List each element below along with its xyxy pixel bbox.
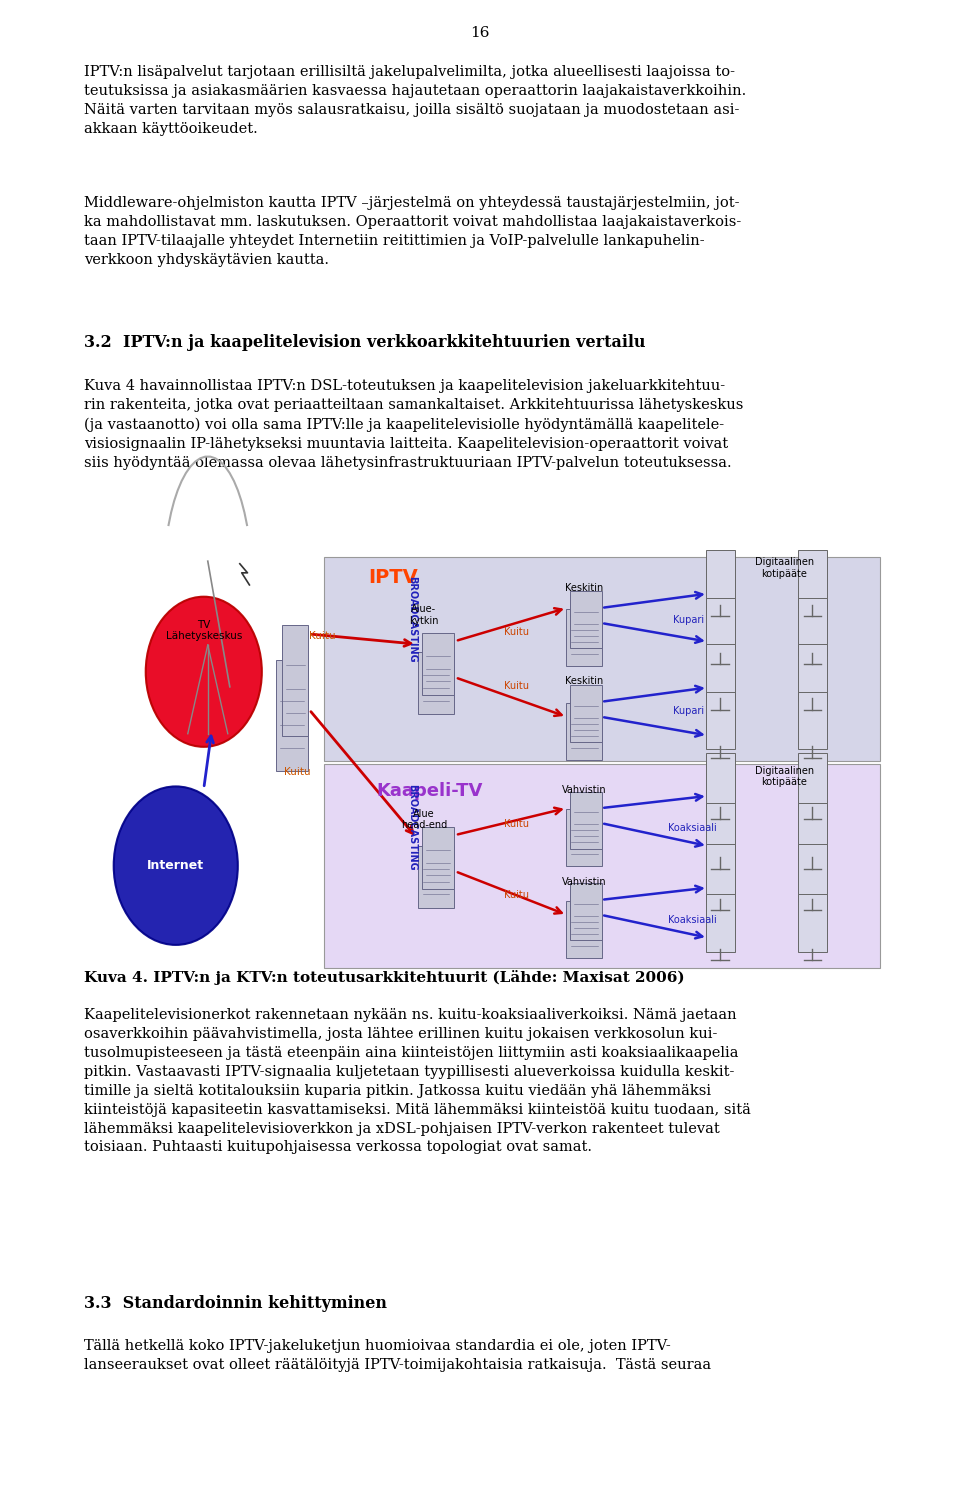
FancyBboxPatch shape xyxy=(798,752,827,810)
FancyBboxPatch shape xyxy=(798,895,827,952)
FancyBboxPatch shape xyxy=(706,550,734,607)
FancyBboxPatch shape xyxy=(324,558,880,762)
FancyBboxPatch shape xyxy=(798,692,827,749)
FancyBboxPatch shape xyxy=(706,692,734,749)
Text: IPTV: IPTV xyxy=(368,568,418,586)
FancyBboxPatch shape xyxy=(419,653,454,713)
FancyBboxPatch shape xyxy=(566,810,602,866)
FancyBboxPatch shape xyxy=(569,792,602,849)
Text: BROADCASTING: BROADCASTING xyxy=(407,576,417,662)
Text: Kuva 4 havainnollistaa IPTV:n DSL-toteutuksen ja kaapelitelevision jakeluarkkite: Kuva 4 havainnollistaa IPTV:n DSL-toteut… xyxy=(84,379,744,470)
Text: Tällä hetkellä koko IPTV-jakeluketjun huomioivaa standardia ei ole, joten IPTV-
: Tällä hetkellä koko IPTV-jakeluketjun hu… xyxy=(84,1339,711,1372)
Text: Kuva 4. IPTV:n ja KTV:n toteutusarkkitehtuurit (Lähde: Maxisat 2006): Kuva 4. IPTV:n ja KTV:n toteutusarkkiteh… xyxy=(84,970,685,985)
Text: Alue-
kytkin: Alue- kytkin xyxy=(409,604,439,626)
Text: Koaksiaali: Koaksiaali xyxy=(668,823,716,833)
Text: Kuitu: Kuitu xyxy=(309,632,335,641)
Text: Kupari: Kupari xyxy=(673,615,704,624)
Text: Alue
head-end: Alue head-end xyxy=(401,808,447,830)
Text: 3.3  Standardoinnin kehittyminen: 3.3 Standardoinnin kehittyminen xyxy=(84,1295,388,1312)
Text: BROADCASTING: BROADCASTING xyxy=(407,784,417,870)
FancyBboxPatch shape xyxy=(276,660,308,772)
FancyBboxPatch shape xyxy=(569,591,602,648)
Text: TV
Lähetyskeskus: TV Lähetyskeskus xyxy=(165,620,242,641)
Text: Digitaalinen
kotipääte: Digitaalinen kotipääte xyxy=(755,766,814,787)
FancyBboxPatch shape xyxy=(421,633,454,695)
FancyBboxPatch shape xyxy=(798,802,827,860)
FancyBboxPatch shape xyxy=(798,550,827,607)
FancyBboxPatch shape xyxy=(324,763,880,969)
FancyBboxPatch shape xyxy=(569,684,602,742)
FancyBboxPatch shape xyxy=(798,644,827,701)
Ellipse shape xyxy=(146,597,262,746)
Text: IPTV:n lisäpalvelut tarjotaan erillisiltä jakelupalvelimilta, jotka alueellisest: IPTV:n lisäpalvelut tarjotaan erillisilt… xyxy=(84,65,747,136)
FancyBboxPatch shape xyxy=(798,845,827,902)
Text: Vahvistin: Vahvistin xyxy=(562,784,607,795)
Text: 3.2  IPTV:n ja kaapelitelevision verkkoarkkitehtuurien vertailu: 3.2 IPTV:n ja kaapelitelevision verkkoar… xyxy=(84,334,646,351)
Text: Kaapeli-TV: Kaapeli-TV xyxy=(376,783,482,801)
Text: 16: 16 xyxy=(470,26,490,39)
FancyBboxPatch shape xyxy=(566,609,602,666)
Text: Koaksiaali: Koaksiaali xyxy=(668,914,716,925)
Text: Digitaalinen
kotipääte: Digitaalinen kotipääte xyxy=(755,558,814,579)
Text: Kuitu: Kuitu xyxy=(504,890,529,901)
FancyBboxPatch shape xyxy=(421,828,454,888)
FancyBboxPatch shape xyxy=(706,752,734,810)
FancyBboxPatch shape xyxy=(282,626,308,736)
FancyBboxPatch shape xyxy=(566,901,602,958)
FancyBboxPatch shape xyxy=(706,802,734,860)
FancyBboxPatch shape xyxy=(419,846,454,908)
Ellipse shape xyxy=(113,786,238,944)
FancyBboxPatch shape xyxy=(566,703,602,760)
FancyBboxPatch shape xyxy=(706,895,734,952)
Text: Kuitu: Kuitu xyxy=(284,768,310,777)
Text: Kuitu: Kuitu xyxy=(504,819,529,830)
Text: Kuitu: Kuitu xyxy=(504,681,529,692)
Text: Kaapelitelevisionerkot rakennetaan nykään ns. kuitu-koaksiaaliverkoiksi. Nämä ja: Kaapelitelevisionerkot rakennetaan nykää… xyxy=(84,1008,752,1154)
Text: Vahvistin: Vahvistin xyxy=(562,876,607,887)
FancyBboxPatch shape xyxy=(706,644,734,701)
FancyBboxPatch shape xyxy=(569,884,602,940)
Text: Kupari: Kupari xyxy=(673,706,704,716)
FancyBboxPatch shape xyxy=(798,598,827,656)
Text: Internet: Internet xyxy=(147,860,204,872)
Text: Kuitu: Kuitu xyxy=(504,627,529,638)
Text: Keskitin: Keskitin xyxy=(564,583,603,592)
Text: Middleware-ohjelmiston kautta IPTV –järjestelmä on yhteydessä taustajärjestelmii: Middleware-ohjelmiston kautta IPTV –järj… xyxy=(84,196,742,267)
FancyBboxPatch shape xyxy=(706,845,734,902)
FancyBboxPatch shape xyxy=(706,598,734,656)
Text: Keskitin: Keskitin xyxy=(564,677,603,686)
